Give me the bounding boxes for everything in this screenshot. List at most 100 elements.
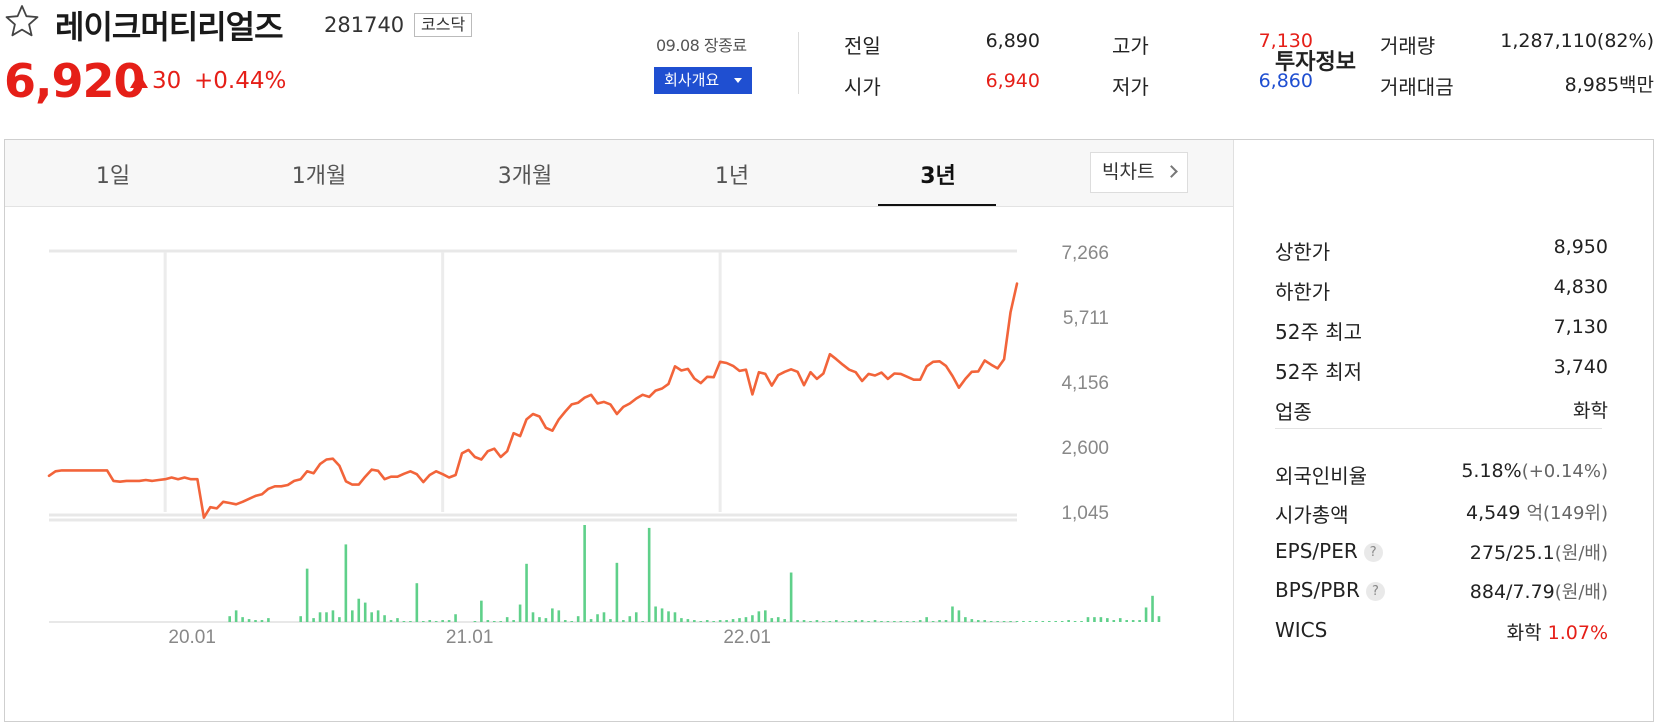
amount-label: 거래대금 [1380,75,1454,99]
low-label: 저가 [1112,75,1149,99]
y-tick-label: 7,266 [1061,243,1109,264]
upper-limit-label: 상한가 [1275,240,1331,264]
volume-bar [357,598,361,622]
foreign-ratio-label: 외국인비율 [1275,464,1367,488]
volume-bar [1099,617,1103,622]
volume-bar [867,621,870,622]
open-label: 시가 [844,75,881,99]
volume-bar [828,621,832,622]
sector-value[interactable]: 화학 [1573,400,1608,422]
volume-bar [789,572,793,622]
volume-bar [686,619,690,622]
volume-bar [893,621,896,622]
volume-bar [363,602,367,622]
prev-close-label: 전일 [844,34,881,58]
volume-bar [622,620,625,622]
company-overview-button[interactable]: 회사개요 [654,67,752,94]
volume-label: 거래량 [1380,34,1436,58]
volume-bar [873,620,877,622]
volume-bar [983,620,987,622]
tab-3year[interactable]: 3년 [920,164,956,189]
volume-bar [634,612,638,622]
volume-bar [951,606,954,622]
sector-label: 업종 [1275,400,1312,424]
volume-bar [428,620,432,622]
volume-bar [1054,621,1058,622]
volume-bar [905,621,909,622]
high52-value: 7,130 [1553,316,1608,338]
eps-per-label-text: EPS/PER [1275,539,1358,563]
volume-bar [331,610,335,622]
volume-bar [1035,621,1038,622]
help-icon[interactable]: ? [1365,582,1385,601]
volume-bar [822,621,825,622]
low-value: 6,860 [1258,70,1313,92]
volume-bar [705,620,709,622]
tab-1day[interactable]: 1일 [95,164,131,189]
tab-3month[interactable]: 3개월 [497,164,553,189]
volume-bar [228,616,231,622]
volume-bar [1073,621,1077,622]
volume-bar [1144,607,1148,622]
volume-bar [589,619,593,622]
change-amount: 30 [152,68,182,94]
volume-bar [776,617,780,622]
volume-bar [1157,616,1161,622]
volume-bar [725,620,728,622]
market-badge: 코스닥 [414,13,473,37]
volume-bar [770,618,774,622]
y-tick-label: 5,711 [1063,308,1109,329]
eps-per: 275/25.1 [1469,542,1555,564]
help-icon[interactable]: ? [1363,543,1383,562]
high-label: 고가 [1112,34,1149,58]
volume-bar [1022,621,1025,622]
volume-bar [680,618,683,622]
eps-per-label: EPS/PER? [1275,539,1383,563]
volume-bar [1125,620,1129,622]
up-triangle-icon [130,73,148,88]
tab-1year[interactable]: 1년 [714,164,750,189]
company-name: 레이크머티리얼즈 [55,8,284,46]
volume-bar [615,562,619,622]
volume-bar [434,621,438,622]
volume-bar [254,620,257,622]
volume-bar [802,620,806,622]
volume-bar [847,621,851,622]
volume-bar [731,619,735,622]
volume-bar [531,612,535,622]
foreign-ratio: 5.18% [1461,460,1522,482]
volume-bar [351,610,354,622]
bps-pbr-label-text: BPS/PBR [1275,578,1360,602]
volume-bar [518,604,522,622]
bigchart-button[interactable]: 빅차트 [1090,152,1188,193]
volume-bar [660,608,664,622]
volume-bar [376,610,380,622]
divider [798,32,799,94]
volume-bar [344,544,348,622]
volume-bar [480,600,483,622]
lower-limit-value: 4,830 [1553,276,1608,298]
wics-sector[interactable]: 화학 [1506,622,1542,644]
volume-bar [1047,621,1051,622]
chart-panel: 1일 1개월 3개월 1년 3년 빅차트 20.01 21.01 22.01 7,26… [4,139,1654,722]
lower-limit-label: 하한가 [1275,280,1331,304]
volume-bar [996,621,999,622]
volume-bar [267,618,270,622]
volume-bar [783,619,786,622]
price-chart[interactable]: 20.01 21.01 22.01 7,266 5,711 4,156 2,600 1,045 [5,140,1233,721]
volume-bar [796,620,799,622]
volume-bar [880,621,883,622]
volume-bar [699,621,703,622]
volume-bar [1060,621,1064,622]
volume-bar [1041,621,1045,622]
close-date: 09.08 장종료 [656,36,747,55]
x-tick-label: 22.01 [723,627,771,648]
market-cap-unit: 억 [1526,503,1544,524]
tab-1month[interactable]: 1개월 [291,164,347,189]
volume-bar [389,620,393,622]
volume-bar [505,617,509,622]
x-tick-label: 21.01 [446,627,494,648]
volume-bar [1151,595,1154,622]
favorite-star-icon[interactable] [4,3,40,39]
volume-bar [447,620,451,622]
